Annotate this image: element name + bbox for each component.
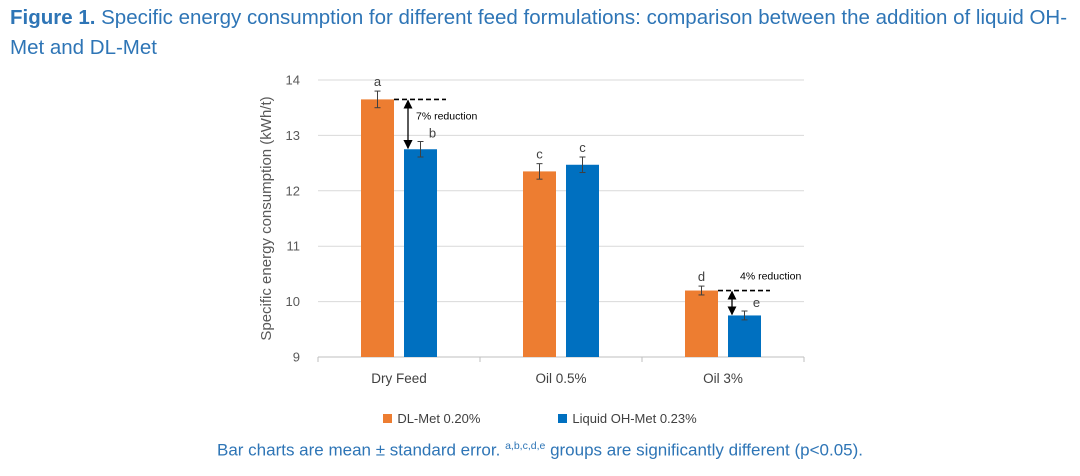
legend: DL-Met 0.20% Liquid OH-Met 0.23% [0,411,1080,426]
significance-letter: e [753,295,760,310]
annotations: 7% reduction 4% reduction [394,98,801,316]
significance-letter: d [698,269,705,284]
figure-caption-text: Specific energy consumption for differen… [10,6,1068,59]
significance-letter: c [536,147,543,162]
legend-swatch-dl-met [383,414,393,423]
y-axis-title: Specific energy consumption (kWh/t) [258,96,275,340]
y-tick-label-13: 13 [286,128,300,143]
gridlines [318,79,804,303]
figure-caption: Figure 1. Specific energy consumption fo… [10,3,1075,63]
legend-swatch-oh-met [558,414,568,423]
legend-item-oh-met: Liquid OH-Met 0.23% [558,411,697,426]
x-tick-label: Oil 3% [703,371,743,386]
significance-letter: c [579,140,586,155]
x-tick-label: Dry Feed [371,371,427,386]
reduction-label: 7% reduction [416,110,477,122]
bar [566,164,599,357]
y-tick-label-11: 11 [287,239,301,254]
footnote-before: Bar charts are mean ± standard error. [216,440,506,460]
significance-letter: b [429,125,436,140]
bar [685,290,718,357]
y-tick-label-14: 14 [286,73,300,88]
footnote: Bar charts are mean ± standard error. a,… [0,440,1080,461]
axes: 9 10 11 12 13 14 Specific energy consumption (… [258,73,805,365]
x-tick-label: Oil 0.5% [535,371,586,386]
bars [361,99,761,357]
figure-label: Figure 1. [10,6,96,29]
y-tick-label-12: 12 [286,183,300,198]
footnote-after: groups are significantly different (p<0.… [545,440,864,460]
significance-letter: a [374,74,382,89]
labels: Dry Feed Oil 0.5% Oil 3% a c d b c e [371,74,760,386]
footnote-superscript: a,b,c,d,e [505,440,546,452]
legend-label-oh-met: Liquid OH-Met 0.23% [572,411,697,426]
y-tick-label-9: 9 [293,350,300,365]
bar [404,149,437,357]
bar [728,315,761,357]
legend-item-dl-met: DL-Met 0.20% [383,411,480,426]
legend-label-dl-met: DL-Met 0.20% [397,411,481,426]
bar [361,99,394,357]
y-tick-label-10: 10 [286,294,300,309]
reduction-label: 4% reduction [740,271,801,283]
error-bars [374,90,748,321]
bar [523,171,556,357]
